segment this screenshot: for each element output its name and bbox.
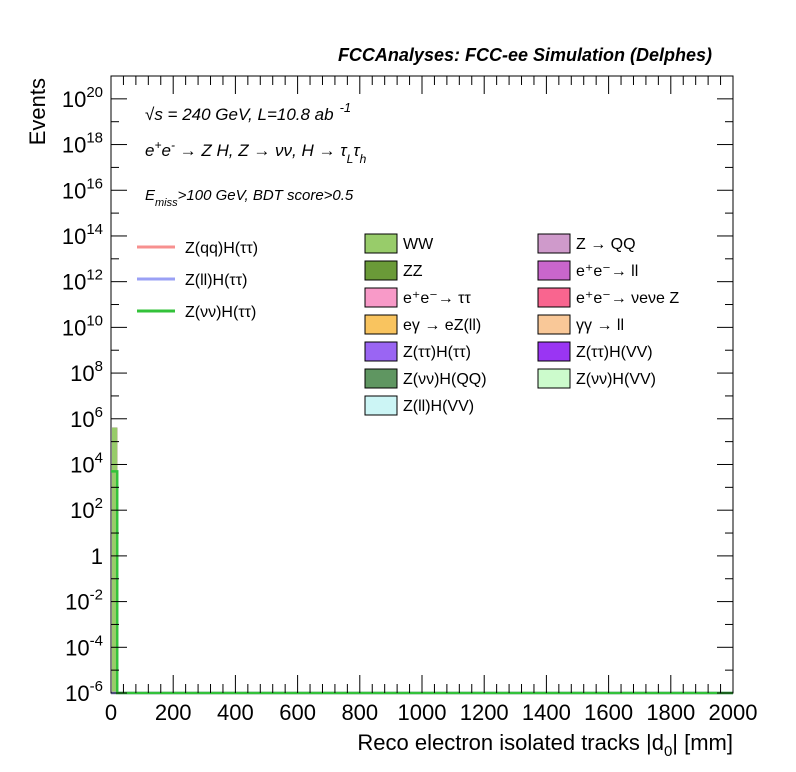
stacked-bars — [112, 427, 118, 693]
y-tick-label-1: 10-4 — [65, 632, 103, 660]
legend-bkg2-label-2: e⁺e⁻→ νeνe Z — [576, 290, 679, 307]
y-tick-label-10: 1014 — [62, 221, 103, 249]
x-axis-title: Reco electron isolated tracks |d0| [mm] — [357, 730, 733, 760]
y-tick-label-12: 1018 — [62, 130, 103, 158]
lumi-exponent: -1 — [340, 100, 352, 115]
legend-bkg1-label-4: Z(ττ)H(ττ) — [403, 344, 471, 361]
y-tick-label-6: 106 — [70, 404, 103, 432]
legend-bkg1-label-3: eγ → eZ(ll) — [403, 317, 481, 334]
legend-bkg2-label-3: γγ → ll — [576, 317, 624, 334]
x-tick-label-2: 400 — [217, 700, 254, 725]
annotations: √s = 240 GeV, L=10.8 ab -1 e+e- → Z H, Z … — [145, 100, 367, 209]
y-tick-label-8: 1010 — [62, 312, 103, 340]
y-tick-label-13: 1020 — [62, 84, 103, 112]
legend-bkg1-label-6: Z(ll)H(VV) — [403, 398, 474, 415]
legend-bkg1-label-5: Z(νν)H(QQ) — [403, 371, 487, 388]
bar-0 — [112, 427, 118, 693]
x-tick-label-0: 0 — [105, 700, 117, 725]
y-tick-label-7: 108 — [70, 358, 103, 386]
x-tick-label-5: 1000 — [398, 700, 447, 725]
signal-line-2 — [111, 470, 733, 695]
legend-bkg1-swatch-1 — [364, 260, 398, 281]
y-tick-label-5: 104 — [70, 449, 103, 477]
x-tick-label-10: 2000 — [709, 700, 758, 725]
legend-bkg2-label-0: Z → QQ — [576, 236, 636, 253]
legend-bkg2-swatch-3 — [537, 314, 571, 335]
legend-signal-label-0: Z(qq)H(ττ) — [185, 240, 258, 257]
legend-bkg1-swatch-0 — [364, 233, 398, 254]
x-tick-label-8: 1600 — [584, 700, 633, 725]
legend: Z(qq)H(ττ) Z(ll)H(ττ) Z(νν)H(ττ) WW ZZ e⁺e⁻→ … — [137, 233, 679, 416]
x-tick-label-4: 800 — [341, 700, 378, 725]
legend-bkg2-swatch-1 — [537, 260, 571, 281]
x-axis: 0 200 400 600 800 1000 1200 1400 1600 1800 2000 — [105, 76, 758, 725]
y-tick-label-0: 10-6 — [65, 678, 103, 706]
energy-lumi-label: √s = 240 GeV, L=10.8 ab -1 — [145, 100, 351, 124]
process-label: e+e- → Z H, Z → νν, H → τLτh — [145, 138, 367, 166]
legend-bkg1-swatch-5 — [364, 368, 398, 389]
legend-bkg2-swatch-0 — [537, 233, 571, 254]
y-tick-label-9: 1012 — [62, 267, 103, 295]
legend-bkg2-swatch-5 — [537, 368, 571, 389]
legend-bkg1-swatch-6 — [364, 395, 398, 416]
x-tick-label-3: 600 — [279, 700, 316, 725]
x-tick-label-6: 1200 — [460, 700, 509, 725]
legend-bkg2-label-5: Z(νν)H(VV) — [576, 371, 656, 388]
legend-bkg1-swatch-2 — [364, 287, 398, 308]
x-tick-label-9: 1800 — [646, 700, 695, 725]
legend-bkg1-label-0: WW — [403, 236, 434, 253]
y-tick-label-2: 10-2 — [65, 587, 103, 615]
x-tick-label-1: 200 — [155, 700, 192, 725]
legend-bkg2-swatch-2 — [537, 287, 571, 308]
legend-bkg1-label-1: ZZ — [403, 263, 423, 280]
legend-bkg1-swatch-4 — [364, 341, 398, 362]
y-tick-label-11: 1016 — [62, 175, 103, 203]
sqrt-sign: √s = 240 GeV, L=10.8 ab — [145, 105, 334, 124]
legend-signal-label-2: Z(νν)H(ττ) — [185, 304, 256, 321]
header-title: FCCAnalyses: FCC-ee Simulation (Delphes) — [338, 45, 712, 65]
legend-bkg1-label-2: e⁺e⁻→ ττ — [403, 290, 471, 307]
legend-bkg2-swatch-4 — [537, 341, 571, 362]
legend-signal-label-1: Z(ll)H(ττ) — [185, 272, 247, 289]
legend-bkg2-label-4: Z(ττ)H(VV) — [576, 344, 653, 361]
y-tick-label-3: 1 — [91, 544, 103, 569]
legend-bkg1-swatch-3 — [364, 314, 398, 335]
signal-lines — [111, 470, 733, 695]
x-tick-label-7: 1400 — [522, 700, 571, 725]
y-axis-title: Events — [25, 78, 50, 145]
y-axis: 10-6 10-4 10-2 1 102 104 106 108 1010 1012 1014 101… — [62, 84, 733, 706]
cut-label: Emiss>100 GeV, BDT score>0.5 — [145, 187, 354, 209]
y-tick-label-4: 102 — [70, 495, 103, 523]
legend-bkg2-label-1: e⁺e⁻→ ll — [576, 263, 638, 280]
